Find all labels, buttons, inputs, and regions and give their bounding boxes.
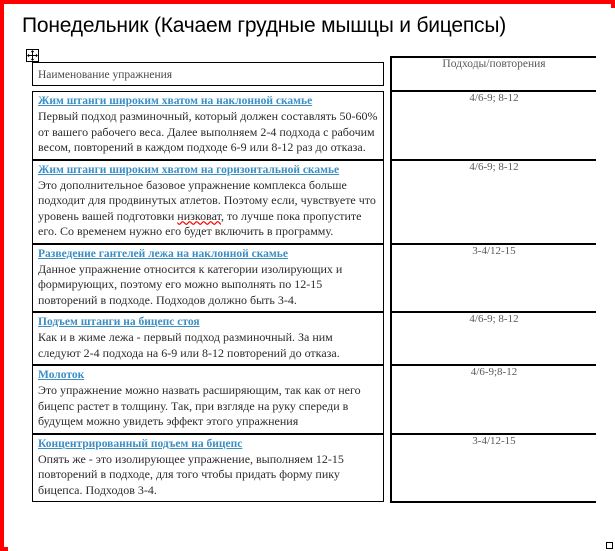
exercise-cell: Жим штанги широким хватом на наклонной с… (32, 91, 392, 160)
sets-reps-value: 4/6-9;8-12 (470, 366, 518, 378)
sets-reps-value: 4/6-9; 8-12 (469, 160, 519, 173)
header-box-exercise: Наименование упражнения (32, 62, 384, 86)
table-row: Разведение гантелей лежа на наклонной ск… (32, 243, 596, 313)
table-row: Жим штанги широким хватом на наклонной с… (32, 91, 596, 161)
exercise-cell: Жим штанги широким хватом на горизонталь… (32, 159, 392, 244)
exercise-description: Как и в жиме лежа - первый подход размин… (38, 330, 378, 361)
exercise-link[interactable]: Подъем штанги на бицепс стоя (38, 316, 200, 328)
sets-reps-cell: 3-4/12-15 (391, 433, 596, 503)
table-header-row: Наименование упражнения Подходы/повторен… (32, 56, 596, 92)
exercise-box: Подъем штанги на бицепс стоя Как и в жим… (32, 312, 384, 365)
table-row: Концентрированный подъем на бицепс Опять… (32, 433, 596, 503)
table-move-handle-icon[interactable] (26, 49, 39, 62)
column-header-exercise: Наименование упражнения (38, 69, 173, 81)
exercise-description: Это дополнительное базовое упражнение ко… (38, 178, 378, 240)
description-text: Это упражнение можно назвать расширяющим… (38, 383, 361, 428)
exercise-link[interactable]: Жим штанги широким хватом на горизонталь… (38, 163, 340, 176)
table-row: Жим штанги широким хватом на горизонталь… (32, 159, 596, 245)
table-row: Молоток Это упражнение можно назвать рас… (32, 365, 596, 435)
sets-reps-cell: 4/6-9; 8-12 (391, 159, 596, 245)
column-header-sets-reps: Подходы/повторения (442, 58, 546, 70)
exercise-table: Наименование упражнения Подходы/повторен… (32, 56, 596, 503)
sets-reps-cell: 3-4/12-15 (391, 243, 596, 313)
exercise-cell: Подъем штанги на бицепс стоя Как и в жим… (32, 312, 392, 365)
header-cell-sets-reps: Подходы/повторения (391, 56, 596, 92)
spellcheck-word: низковат (177, 208, 221, 223)
exercise-description: Данное упражнение относится к категории … (38, 262, 378, 309)
sets-reps-value: 4/6-9; 8-12 (469, 92, 519, 104)
sets-reps-cell: 4/6-9; 8-12 (391, 312, 596, 366)
sets-reps-value: 3-4/12-15 (472, 244, 516, 257)
sets-reps-cell: 4/6-9; 8-12 (391, 91, 596, 161)
exercise-description: Первый подход разминочный, который долже… (38, 109, 378, 156)
exercise-description: Опять же - это изолирующее упражнение, в… (38, 452, 378, 499)
sets-reps-value: 4/6-9; 8-12 (469, 313, 519, 325)
exercise-cell: Разведение гантелей лежа на наклонной ск… (32, 243, 392, 312)
page-title: Понедельник (Качаем грудные мышцы и бице… (22, 14, 507, 37)
exercise-link[interactable]: Концентрированный подъем на бицепс (38, 437, 243, 450)
description-text: Опять же - это изолирующее упражнение, в… (38, 451, 344, 497)
sets-reps-cell: 4/6-9;8-12 (391, 365, 596, 435)
description-text: Это дополнительное базовое упражнение ко… (38, 177, 376, 223)
exercise-description: Это упражнение можно назвать расширяющим… (38, 383, 378, 430)
description-text: Первый подход разминочный, который долже… (38, 109, 378, 154)
exercise-box: Молоток Это упражнение можно назвать рас… (32, 365, 384, 434)
sets-reps-value: 3-4/12-15 (472, 434, 516, 447)
description-text: Данное упражнение относится к категории … (38, 261, 343, 307)
exercise-box: Жим штанги широким хватом на наклонной с… (32, 91, 384, 160)
header-cell-exercise: Наименование упражнения (32, 57, 392, 91)
table-row: Подъем штанги на бицепс стоя Как и в жим… (32, 312, 596, 366)
document-body: Понедельник (Качаем грудные мышцы и бице… (8, 8, 615, 551)
description-text: Как и в жиме лежа - первый подход размин… (38, 330, 340, 360)
exercise-box: Концентрированный подъем на бицепс Опять… (32, 433, 384, 502)
exercise-box: Разведение гантелей лежа на наклонной ск… (32, 243, 384, 312)
exercise-link[interactable]: Молоток (38, 369, 85, 381)
description-text-tail: , то лучше пока пропустите его. Со време… (38, 208, 362, 239)
exercise-link[interactable]: Разведение гантелей лежа на наклонной ск… (38, 247, 288, 260)
exercise-box: Жим штанги широким хватом на горизонталь… (32, 159, 384, 244)
exercise-cell: Молоток Это упражнение можно назвать рас… (32, 365, 392, 434)
exercise-link[interactable]: Жим штанги широким хватом на наклонной с… (38, 95, 313, 107)
resize-handle-icon[interactable] (606, 542, 613, 549)
exercise-cell: Концентрированный подъем на бицепс Опять… (32, 433, 392, 502)
